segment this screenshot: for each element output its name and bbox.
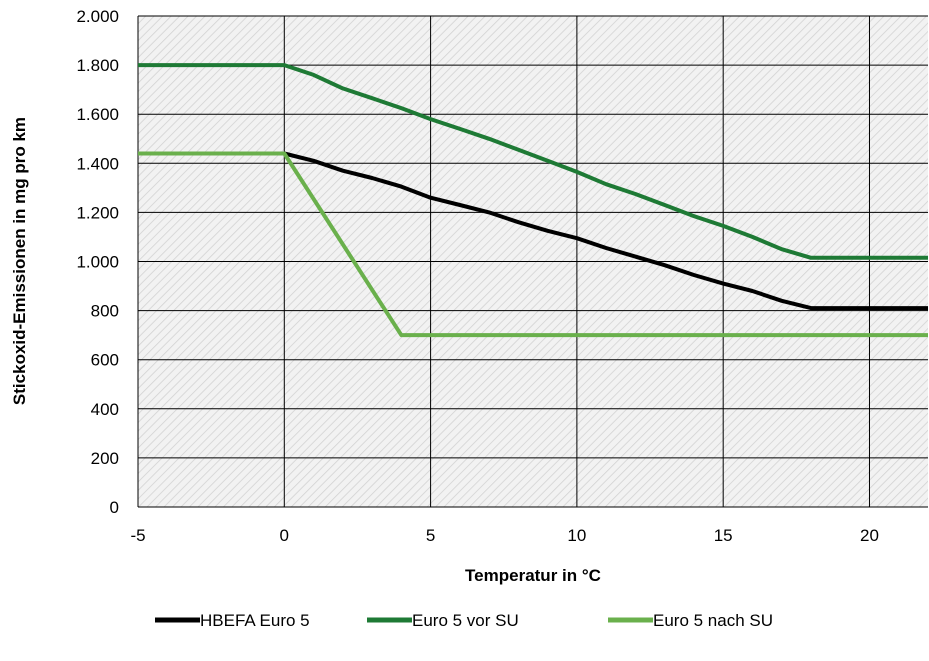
legend: HBEFA Euro 5 Euro 5 vor SU Euro 5 nach SU (155, 611, 773, 630)
y-tick-label-0: 0 (110, 498, 119, 517)
x-tick-label-0: -5 (130, 526, 145, 545)
x-tick-label-3: 10 (567, 526, 586, 545)
series-line-2 (138, 63, 928, 260)
x-tick-label-1: 0 (280, 526, 289, 545)
y-tick-label-8: 1.600 (76, 105, 119, 124)
x-tick-label-2: 5 (426, 526, 435, 545)
x-tick-label-4: 15 (714, 526, 733, 545)
y-tick-label-2: 400 (91, 400, 119, 419)
y-tick-label-1: 200 (91, 449, 119, 468)
y-tick-label-4: 800 (91, 302, 119, 321)
y-tick-label-6: 1.200 (76, 203, 119, 222)
legend-label-2: Euro 5 vor SU (412, 611, 519, 630)
y-axis-tick-labels: 0 200 400 600 800 1.000 1.200 1.400 1.600 1.800 2.… (76, 7, 119, 517)
y-tick-label-9: 1.800 (76, 56, 119, 75)
x-axis-title: Temperatur in °C (465, 566, 601, 585)
x-axis-tick-labels: -5 0 5 10 15 20 (130, 526, 879, 545)
series-lines (138, 63, 928, 338)
x-tick-label-5: 20 (860, 526, 879, 545)
legend-label-3: Euro 5 nach SU (653, 611, 773, 630)
y-axis-title: Stickoxid-Emissionen in mg pro km (10, 117, 29, 405)
y-tick-label-3: 600 (91, 351, 119, 370)
legend-label-1: HBEFA Euro 5 (200, 611, 310, 630)
series-line-1 (283, 151, 928, 311)
y-tick-label-5: 1.000 (76, 253, 119, 272)
y-tick-label-7: 1.400 (76, 154, 119, 173)
gridlines (137, 15, 928, 508)
y-tick-label-10: 2.000 (76, 7, 119, 26)
series-line-3 (138, 151, 928, 338)
